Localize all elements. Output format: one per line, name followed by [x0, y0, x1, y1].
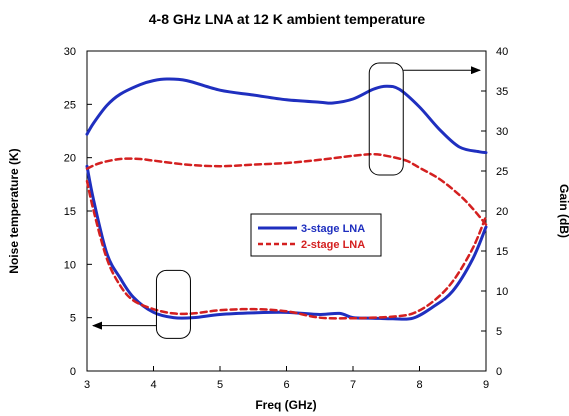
- two-stage-noise-line: [85, 179, 488, 320]
- y-left-tick-label: 30: [64, 46, 76, 58]
- legend: 3-stage LNA 2-stage LNA: [250, 213, 382, 257]
- three-stage-gain-line: [85, 77, 488, 155]
- legend-box: [250, 213, 382, 257]
- y-right-tick-label: 25: [496, 166, 508, 178]
- annotation-ellipse: [368, 62, 404, 176]
- x-tick-label: 9: [483, 379, 489, 391]
- y-right-tick-label: 5: [496, 326, 502, 338]
- y-left-tick-label: 10: [64, 259, 76, 271]
- y-left-tick-label: 0: [70, 366, 76, 378]
- y-left-tick-label: 20: [64, 153, 76, 165]
- legend-label-two-stage: 2-stage LNA: [301, 239, 365, 251]
- x-tick-label: 4: [150, 379, 156, 391]
- x-tick-label: 5: [217, 379, 223, 391]
- x-tick-label: 3: [84, 379, 90, 391]
- y-left-tick-label: 5: [70, 313, 76, 325]
- y-right-tick-label: 0: [496, 366, 502, 378]
- y-axis-left-label: Noise temperature (K): [7, 148, 21, 273]
- y-right-tick-label: 15: [496, 246, 508, 258]
- y-right-tick-label: 30: [496, 126, 508, 138]
- x-tick-label: 6: [283, 379, 289, 391]
- y-right-tick-label: 40: [496, 46, 508, 58]
- chart-title: 4-8 GHz LNA at 12 K ambient temperature: [149, 11, 426, 27]
- data-series: [85, 77, 488, 321]
- legend-label-three-stage: 3-stage LNA: [301, 223, 365, 235]
- y-right-tick-label: 20: [496, 206, 508, 218]
- y-right-tick-label: 35: [496, 86, 508, 98]
- two-stage-gain-line: [85, 152, 488, 226]
- y-left-tick-label: 25: [64, 99, 76, 111]
- x-axis-label: Freq (GHz): [255, 398, 316, 412]
- annotations: [92, 62, 481, 339]
- y-right-tick-label: 10: [496, 286, 508, 298]
- x-tick-label: 8: [416, 379, 422, 391]
- y-axis-right-label: Gain (dB): [557, 184, 569, 238]
- x-tick-label: 7: [350, 379, 356, 391]
- y-left-tick-label: 15: [64, 206, 76, 218]
- annotation-ellipse: [155, 269, 191, 339]
